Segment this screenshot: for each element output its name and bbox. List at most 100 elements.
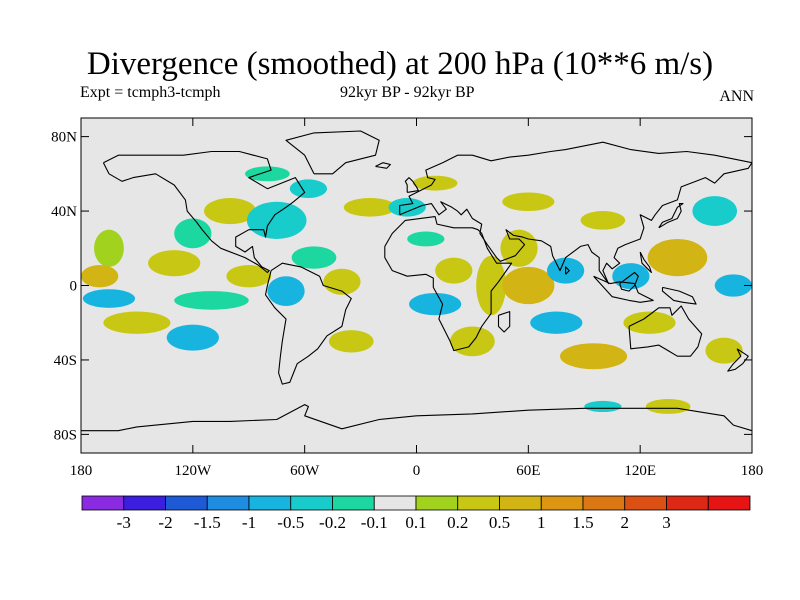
coastline-antarctica (81, 404, 753, 432)
lon-tick-label: 60E (516, 463, 540, 479)
colorbar-label: 3 (662, 513, 671, 532)
map-ticks: 80N 40N 0 40S 80S 180 120W 60W 0 60E 120E 180 (51, 118, 763, 479)
colorbar-label: -2 (158, 513, 172, 532)
field-region-12 (267, 276, 305, 306)
colorbar-label: 0.5 (489, 513, 510, 532)
field-region-2 (82, 289, 136, 308)
lat-tick-label: 0 (70, 279, 78, 295)
colorbar-label: -3 (117, 513, 131, 532)
lat-tick-label: 40S (54, 353, 77, 369)
coastline-japan (658, 203, 684, 229)
field-region-10 (289, 179, 328, 199)
colorbar-swatch (666, 495, 709, 511)
coastlines (81, 130, 753, 432)
field-region-38 (245, 166, 290, 182)
lon-tick-label: 120E (624, 463, 656, 479)
colorbar-label: 2 (621, 513, 630, 532)
field-region-23 (500, 229, 538, 267)
colorbar-swatch (540, 495, 584, 511)
colorbar-swatch (373, 495, 417, 511)
colorbar-swatch (248, 495, 292, 511)
coastline-borneo (619, 271, 639, 292)
lat-tick-label: 40N (51, 204, 77, 220)
field-region-9 (246, 201, 307, 239)
field-region-3 (103, 311, 171, 334)
coastline-north-america (102, 150, 306, 274)
colorbar-swatch (165, 495, 208, 511)
coastline-greenland (285, 130, 380, 175)
field-region-34 (580, 211, 626, 230)
field-region-27 (560, 343, 628, 370)
field-region-1 (81, 265, 119, 288)
colorbar-swatch (332, 495, 375, 511)
colorbar-swatch (206, 495, 250, 511)
colorbar-label: -0.1 (361, 513, 388, 532)
lat-tick-label: 80N (51, 130, 77, 146)
colorbar-label: -0.2 (319, 513, 346, 532)
lon-tick-label: 180 (70, 463, 93, 479)
field-region-37 (584, 400, 622, 413)
map-title: Divergence (smoothed) at 200 hPa (10**6 … (86, 46, 714, 82)
field-region-33 (705, 337, 743, 364)
coastline-africa (384, 216, 513, 352)
coastline-britain (404, 177, 419, 193)
field-region-36 (645, 399, 691, 414)
field-region-17 (388, 198, 426, 217)
colorbar-label: -0.5 (277, 513, 304, 532)
field-region-5 (174, 291, 249, 310)
field-region-25 (530, 311, 583, 334)
field-region-7 (174, 218, 212, 249)
field-region-19 (435, 257, 473, 284)
field-region-29 (623, 311, 676, 334)
colorbar-swatch (499, 495, 542, 511)
field-region-21 (476, 255, 506, 316)
field-region-18 (407, 231, 445, 247)
colorbar-swatch (457, 495, 500, 511)
colorbar-swatch (582, 495, 626, 511)
coastline-australia (628, 305, 703, 357)
colorbar-label: 1.5 (572, 513, 593, 532)
coastline-new-guinea (661, 286, 697, 305)
colorbar-label: -1 (242, 513, 256, 532)
lat-tick-label: 80S (54, 427, 77, 443)
field-region-35 (502, 192, 555, 212)
coastline-indonesia (593, 275, 654, 303)
map-field (81, 118, 752, 453)
colorbar: -3 -2 -1.5 -1 -0.5 -0.2 -0.1 0.1 0.2 0.5 1 1.5 2 3 (81, 495, 751, 532)
field-region-15 (328, 330, 374, 353)
colorbar-label: 0.2 (447, 513, 468, 532)
colorbar-label: 1 (537, 513, 546, 532)
lon-tick-label: 0 (413, 463, 421, 479)
field-region-11 (226, 265, 272, 288)
field-region-31 (692, 196, 738, 226)
colorbar-label: 0.1 (405, 513, 426, 532)
period-label: 92kyr BP - 92kyr BP (340, 84, 475, 101)
coastline-iceland (375, 162, 391, 169)
field-region-32 (714, 274, 752, 297)
colorbar-swatch (707, 495, 751, 511)
colorbar-swatch (290, 495, 333, 511)
field-region-8 (204, 198, 257, 225)
experiment-label: Expt = tcmph3-tcmph (80, 84, 221, 101)
field-region-39 (412, 175, 458, 191)
coastline-madagascar (497, 311, 511, 333)
colorbar-swatch (415, 495, 459, 511)
coastline-eurasia (399, 141, 753, 285)
season-label: ANN (719, 88, 754, 105)
field-region-28 (612, 263, 650, 290)
coastline-philippines (639, 251, 652, 274)
coastline-new-zealand (727, 348, 749, 372)
field-region-20 (409, 292, 462, 316)
field-region-0 (94, 229, 124, 267)
field-region-6 (148, 250, 201, 277)
colorbar-swatch (123, 495, 166, 511)
lon-tick-label: 120W (174, 463, 212, 479)
colorbar-swatch (81, 495, 125, 511)
field-region-24 (502, 266, 555, 305)
coastline-south-america (264, 262, 352, 385)
lon-tick-label: 180 (741, 463, 764, 479)
coastline-sri-lanka (565, 266, 570, 275)
field-region-16 (343, 198, 396, 217)
field-region-13 (291, 246, 337, 269)
